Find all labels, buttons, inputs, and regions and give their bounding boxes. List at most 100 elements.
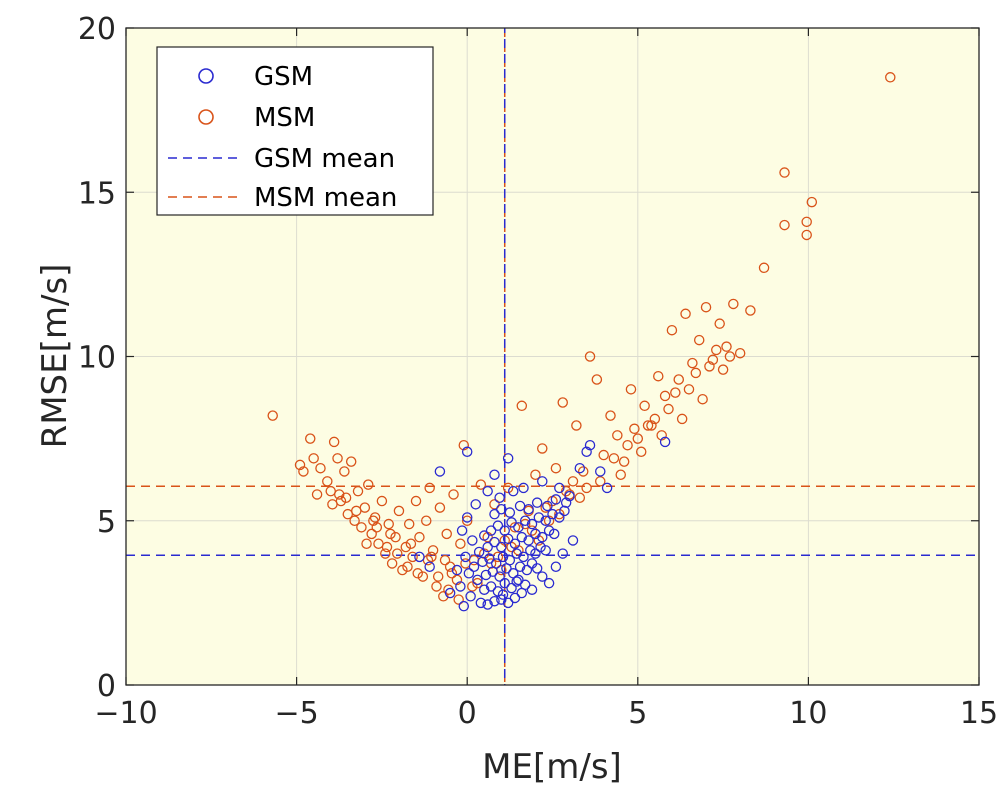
msm-point xyxy=(618,456,630,467)
y-tick-label: 15 xyxy=(78,176,116,211)
msm-point xyxy=(294,459,306,471)
gsm-point xyxy=(519,515,531,527)
msm-point xyxy=(801,229,812,241)
gsm-point xyxy=(537,531,548,543)
msm-point xyxy=(444,561,456,572)
msm-point xyxy=(598,449,609,461)
msm-point xyxy=(361,538,372,549)
gsm-point xyxy=(526,584,538,595)
msm-point xyxy=(352,485,364,497)
gsm-point xyxy=(509,538,521,549)
x-tick-label: 15 xyxy=(960,696,998,731)
gsm-point xyxy=(475,597,487,609)
msm-point xyxy=(386,558,398,569)
gsm-point xyxy=(537,476,548,487)
gsm-point xyxy=(485,581,497,592)
gsm-point xyxy=(540,515,551,527)
y-tick-label: 0 xyxy=(97,669,116,704)
gsm-point xyxy=(542,500,553,512)
msm-point xyxy=(673,374,684,385)
msm-point xyxy=(659,390,671,402)
msm-point xyxy=(376,495,388,507)
gsm-point xyxy=(513,574,524,586)
msm-point xyxy=(605,410,616,421)
msm-point xyxy=(397,564,408,576)
gsm-point xyxy=(470,499,481,510)
msm-point xyxy=(625,384,637,395)
msm-point xyxy=(327,499,338,510)
gsm-point xyxy=(554,512,565,523)
gsm-point xyxy=(518,551,529,563)
msm-point xyxy=(554,508,565,520)
msm-point xyxy=(451,574,463,586)
gsm-point xyxy=(526,518,538,530)
msm-point xyxy=(489,499,500,510)
msm-point xyxy=(402,561,413,572)
gsm-point xyxy=(455,581,466,592)
msm-point xyxy=(697,393,708,405)
gsm-point xyxy=(480,569,492,581)
msm-point xyxy=(629,423,640,435)
msm-point xyxy=(371,522,383,533)
gsm-point xyxy=(506,517,517,528)
msm-point xyxy=(801,216,812,228)
msm-point xyxy=(311,489,323,500)
msm-point xyxy=(392,548,403,559)
msm-point xyxy=(519,518,531,530)
x-tick-label: −5 xyxy=(274,696,318,731)
gsm-point xyxy=(548,528,560,540)
msm-point xyxy=(475,479,487,490)
msm-point xyxy=(724,351,736,362)
msm-point xyxy=(663,403,674,415)
gsm-point xyxy=(550,494,562,505)
gsm-point xyxy=(465,591,476,602)
gsm-point xyxy=(540,545,551,556)
gsm-point xyxy=(479,530,490,541)
gsm-point xyxy=(601,482,613,494)
msm-point xyxy=(407,551,418,563)
gsm-point xyxy=(456,525,468,536)
legend-box xyxy=(156,46,434,216)
gsm-point xyxy=(467,535,478,546)
legend-msm-mean-label: MSM mean xyxy=(254,183,397,213)
msm-point xyxy=(615,469,626,481)
msm-point xyxy=(574,492,586,504)
gsm-point xyxy=(533,512,545,523)
msm-point xyxy=(366,528,377,540)
msm-point xyxy=(577,466,589,477)
msm-point xyxy=(635,446,647,458)
gsm-point xyxy=(530,548,541,559)
msm-point xyxy=(315,462,326,474)
msm-point xyxy=(806,196,818,208)
gsm-point xyxy=(494,571,505,582)
gsm-point xyxy=(521,564,533,576)
msm-point xyxy=(441,528,452,540)
msm-point xyxy=(704,361,715,372)
msm-point xyxy=(728,298,739,310)
gsm-point xyxy=(492,586,504,597)
msm-point xyxy=(533,535,545,546)
msm-point xyxy=(758,262,770,274)
msm-point xyxy=(458,439,470,451)
gsm-point xyxy=(497,589,509,600)
gsm-point xyxy=(523,504,534,515)
msm-point xyxy=(304,433,316,444)
msm-point xyxy=(439,554,451,566)
gsm-point xyxy=(543,525,555,536)
gsm-point xyxy=(434,466,446,477)
gsm-point xyxy=(499,577,510,589)
gsm-point xyxy=(502,597,514,609)
gsm-point xyxy=(489,595,500,607)
msm-point xyxy=(591,374,603,385)
gsm-point xyxy=(489,508,500,520)
gsm-point xyxy=(537,571,548,582)
msm-point xyxy=(700,301,712,313)
gsm-point xyxy=(560,497,572,508)
msm-point xyxy=(351,505,362,517)
msm-point xyxy=(530,469,541,481)
gsm-points xyxy=(414,436,671,612)
gsm-point xyxy=(461,446,473,458)
y-tick-label: 5 xyxy=(97,505,116,540)
